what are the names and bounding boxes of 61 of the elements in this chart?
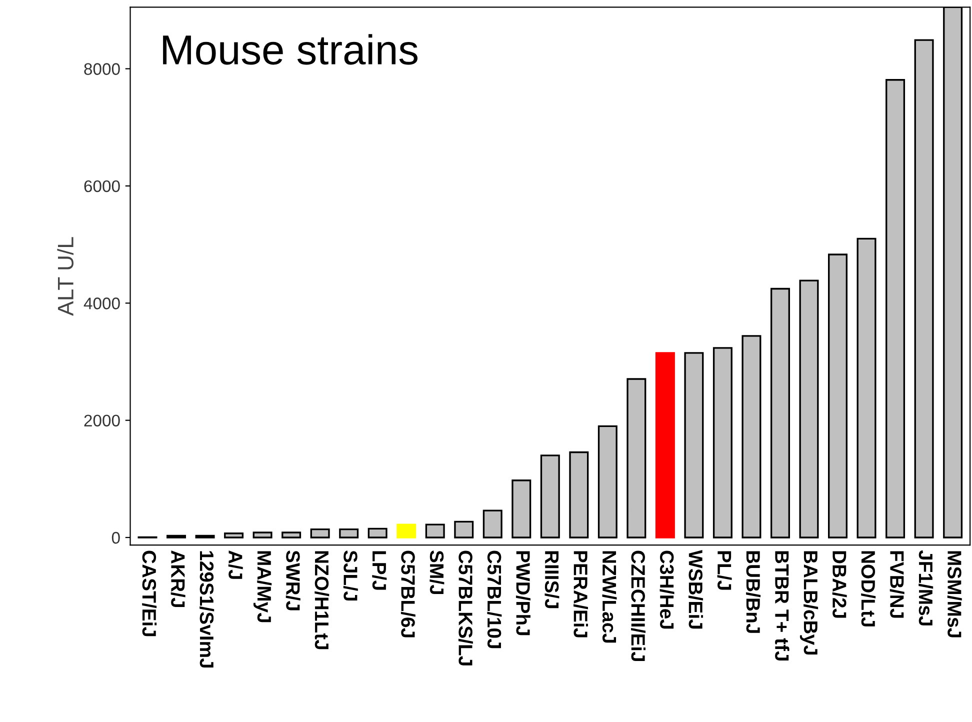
x-tick-label: SJL/J (343, 550, 358, 601)
x-tick-label: RIIIS/J (544, 551, 560, 608)
x-tick-label: MSM/MsJ (947, 551, 962, 638)
bar (425, 524, 445, 538)
y-tick-label: 6000 (84, 180, 120, 192)
bar (655, 352, 675, 538)
x-tick-label: A/J (228, 550, 243, 579)
x-tick-label: NZO/H1LtJ (314, 551, 330, 650)
bar (482, 510, 502, 538)
bar (914, 39, 934, 538)
x-tick-label: WSB/EiJ (688, 550, 704, 629)
bar (540, 454, 560, 538)
x-tick-label: AKR/J (170, 550, 186, 607)
bar (799, 280, 819, 538)
bar (712, 347, 732, 538)
bar (512, 480, 532, 538)
x-tick-label: SWR/J (286, 550, 300, 610)
x-tick-label: PL/J (717, 551, 732, 590)
bar (310, 528, 330, 538)
x-tick-label: BALB/cByJ (800, 551, 818, 655)
y-tick-label: 8000 (84, 63, 120, 75)
bar (828, 254, 848, 538)
bar (569, 451, 589, 538)
x-tick-label: C57BL/10J (487, 550, 502, 648)
bar (368, 528, 388, 538)
x-tick-label: CZECHII/EiJ (631, 550, 646, 662)
bar (252, 532, 272, 538)
x-tick-label: CAST/EiJ (142, 550, 157, 636)
bar (742, 335, 762, 538)
y-tick-label: 0 (112, 532, 120, 544)
bar (886, 79, 906, 538)
bar (684, 352, 704, 538)
x-tick-label: JF1/MsJ (918, 550, 934, 626)
x-tick-label: FVB/NJ (890, 551, 904, 618)
bar (339, 528, 359, 538)
x-tick-label: DBA/2J (832, 551, 847, 618)
x-tick-label: C57BLKS/LJ (458, 550, 473, 666)
x-tick-label: NOD/LtJ (861, 551, 876, 626)
x-tick-label: MA/MyJ (253, 551, 272, 622)
bar (224, 532, 244, 538)
x-tick-label: NZW/LacJ (602, 551, 617, 643)
x-tick-label: BTBR T+ tfJ (775, 551, 790, 660)
x-tick-label: C57BL/6J (400, 550, 416, 638)
bar (626, 378, 646, 538)
y-tick-label: 4000 (84, 298, 120, 310)
x-tick-label: BUB/BnJ (746, 551, 761, 633)
x-tick-label: SM/J (430, 550, 444, 594)
y-tick-label: 2000 (84, 414, 120, 427)
x-tick-label: LP/J (372, 551, 387, 590)
x-tick-label: PERA/EiJ (573, 551, 588, 638)
x-tick-label: C3H/HeJ (660, 550, 674, 629)
bar (598, 425, 618, 538)
text: Mouse strains (163, 34, 418, 65)
y-axis-title: ALT U/L (57, 237, 74, 316)
bar (770, 288, 790, 538)
x-tick-label: 129S1/SvImJ (200, 551, 214, 668)
x-tick-label: PWD/PhJ (516, 551, 530, 636)
bar (396, 524, 416, 538)
bar (856, 238, 876, 538)
bar (454, 520, 474, 538)
bar (282, 532, 302, 538)
